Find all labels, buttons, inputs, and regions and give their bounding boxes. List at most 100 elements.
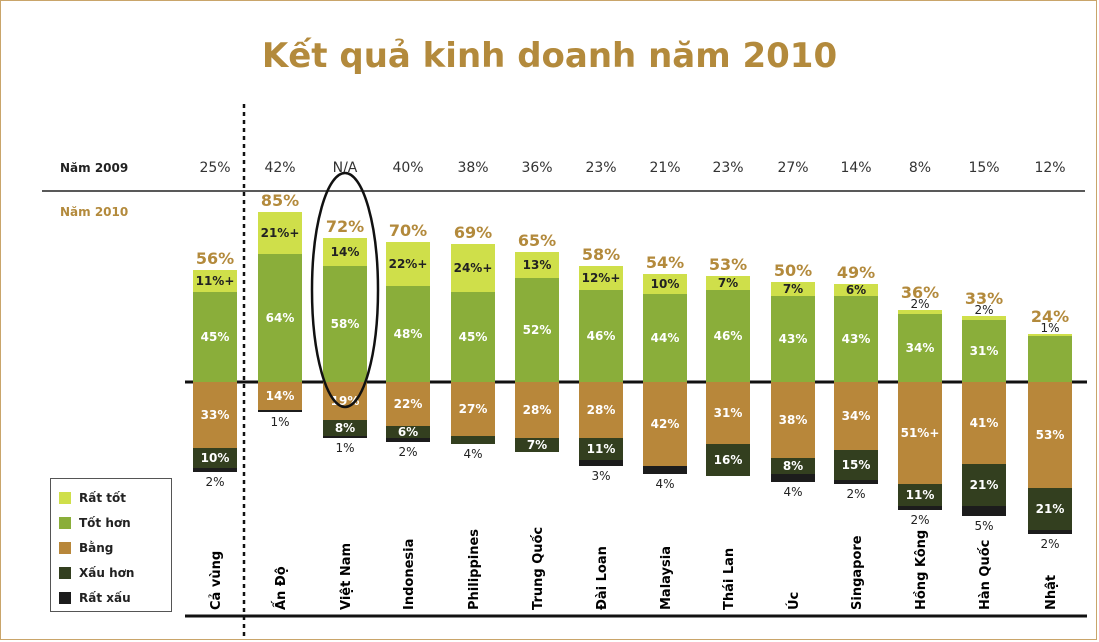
segment-label: 2% (846, 487, 865, 501)
segment-label: 21% (1036, 502, 1065, 516)
segment-label: 14% (331, 245, 360, 259)
bar-segment-rat-tot (515, 252, 559, 278)
value-2009: 12% (1034, 160, 1065, 176)
segment-label: 27% (459, 402, 488, 416)
value-2010: 58% (582, 245, 620, 264)
bar-segment-rat-xau (386, 438, 430, 442)
value-2010: 33% (965, 289, 1003, 308)
segment-label: 46% (714, 329, 743, 343)
segment-label: 4% (463, 447, 482, 461)
segment-label: 52% (523, 323, 552, 337)
bar-segment-rat-tot (898, 310, 942, 314)
segment-label: 38% (779, 413, 808, 427)
value-2009: 23% (585, 160, 616, 176)
bar-segment-xau-hon (1028, 488, 1072, 530)
value-2009: N/A (333, 160, 358, 176)
bar-segment-rat-xau (834, 480, 878, 484)
segment-label: 15% (842, 458, 871, 472)
legend-label: Rất tốt (79, 490, 126, 505)
segment-label: 2% (974, 303, 993, 317)
segment-label: 4% (655, 477, 674, 491)
value-2009: 14% (840, 160, 871, 176)
legend-label: Bằng (79, 540, 114, 555)
value-2009: 23% (712, 160, 743, 176)
segment-label: 7% (783, 282, 803, 296)
highlight-ellipse (310, 171, 380, 409)
bar-segment-tot-hon (706, 290, 750, 382)
bar-segment-xau-hon (706, 444, 750, 476)
value-2010: 72% (326, 217, 364, 236)
segment-label: 6% (398, 425, 418, 439)
segment-label: 45% (201, 330, 230, 344)
segment-label: 44% (651, 331, 680, 345)
bar-segment-rat-tot (451, 244, 495, 292)
segment-label: 10% (201, 451, 230, 465)
segment-label: 33% (201, 408, 230, 422)
bar-segment-xau-hon (898, 484, 942, 506)
legend-swatch (59, 491, 71, 504)
segment-label: 51%+ (901, 426, 940, 440)
segment-label: 43% (842, 332, 871, 346)
segment-label: 11% (587, 442, 616, 456)
bar-segment-tot-hon (962, 320, 1006, 382)
bar-segment-bang (962, 382, 1006, 464)
value-2010: 85% (261, 191, 299, 210)
value-2010: 69% (454, 223, 492, 242)
segment-label: 58% (331, 317, 360, 331)
bar-segment-xau-hon (323, 420, 367, 436)
segment-label: 4% (783, 485, 802, 499)
category-label: Úc (786, 592, 802, 610)
bar-segment-tot-hon (258, 254, 302, 382)
segment-label: 1% (270, 415, 289, 429)
category-label: Malaysia (659, 546, 674, 610)
row-label-2009: Năm 2009 (60, 161, 128, 175)
legend-item: Rất tốt (59, 485, 163, 510)
segment-label: 2% (910, 297, 929, 311)
bar-segment-rat-tot (579, 266, 623, 290)
segment-label: 2% (910, 513, 929, 527)
segment-label: 21%+ (261, 226, 300, 240)
legend-swatch (59, 516, 71, 529)
bar-segment-rat-tot (258, 212, 302, 254)
bar-segment-xau-hon (834, 450, 878, 480)
category-label: Thái Lan (722, 548, 737, 610)
category-label: Đài Loan (595, 546, 610, 610)
row-label-2010: Năm 2010 (60, 205, 128, 219)
bar-segment-rat-xau (643, 466, 687, 474)
value-2010: 36% (901, 283, 939, 302)
segment-label: 2% (205, 475, 224, 489)
bar-segment-rat-xau (898, 506, 942, 510)
legend-item: Bằng (59, 535, 163, 560)
bar-segment-bang (386, 382, 430, 426)
bar-segment-bang (1028, 382, 1072, 488)
segment-label: 12%+ (582, 271, 621, 285)
value-2010: 50% (774, 261, 812, 280)
bar-segment-tot-hon (834, 296, 878, 382)
bar-segment-xau-hon (771, 458, 815, 474)
value-2009: 36% (521, 160, 552, 176)
bar-segment-tot-hon (193, 292, 237, 382)
legend-label: Xấu hơn (79, 565, 135, 580)
category-label: Indonesia (402, 539, 417, 610)
legend: Rất tốt Tốt hơn Bằng Xấu hơn Rất xấu (50, 478, 172, 612)
value-2009: 21% (649, 160, 680, 176)
segment-label: 28% (587, 403, 616, 417)
value-2010: 24% (1031, 307, 1069, 326)
segment-label: 5% (974, 519, 993, 533)
bar-segment-bang (898, 382, 942, 484)
bar-segment-rat-tot (643, 274, 687, 294)
legend-item: Rất xấu (59, 585, 163, 610)
legend-item: Tốt hơn (59, 510, 163, 535)
category-label: Hồng Kông (914, 530, 929, 610)
bar-segment-xau-hon (451, 436, 495, 444)
bar-segment-rat-xau (1028, 530, 1072, 534)
segment-label: 14% (266, 389, 295, 403)
bar-segment-rat-tot (962, 316, 1006, 320)
category-label: Singapore (850, 535, 865, 610)
bar-segment-rat-tot (193, 270, 237, 292)
value-2010: 53% (709, 255, 747, 274)
bar-segment-bang (579, 382, 623, 438)
value-2009: 8% (909, 160, 931, 176)
